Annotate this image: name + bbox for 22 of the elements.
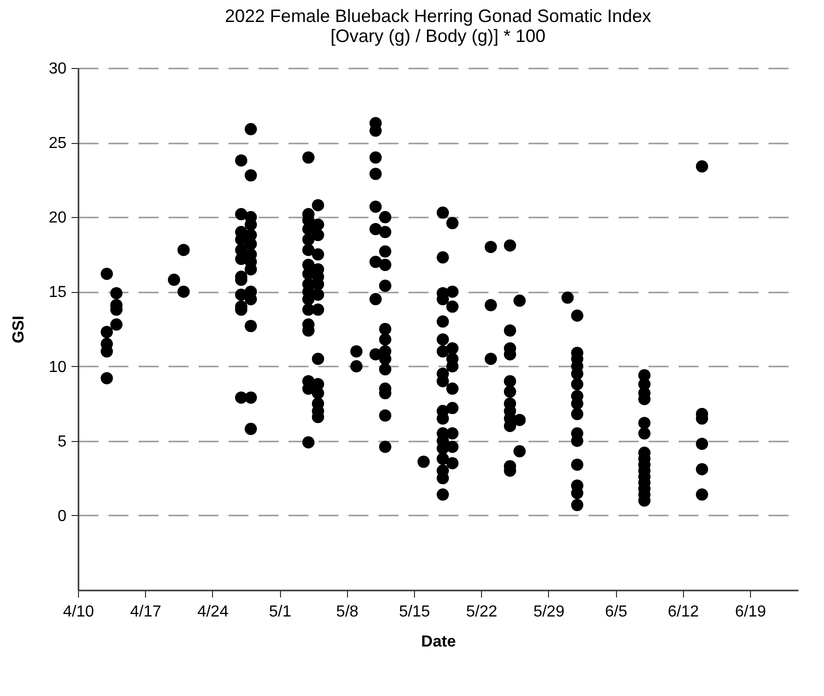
y-tick-label: 25 xyxy=(48,135,67,152)
x-axis-title: Date xyxy=(421,634,456,650)
y-axis-title: GSI xyxy=(10,316,28,344)
x-tick-label: 4/17 xyxy=(130,604,162,620)
x-tick-label: 6/19 xyxy=(734,604,766,620)
x-tick-label: 6/5 xyxy=(604,604,628,620)
x-tick-label: 5/22 xyxy=(466,604,498,620)
y-tick-label: 20 xyxy=(48,210,67,227)
y-tick-label: 15 xyxy=(48,284,67,302)
chart-title: 2022 Female Blueback Herring Gonad Somatic Index xyxy=(224,6,652,26)
y-tick-label: 0 xyxy=(58,508,67,525)
x-tick-label: 5/15 xyxy=(398,604,430,620)
y-tick-label: 10 xyxy=(48,358,67,376)
x-tick-label: 5/1 xyxy=(268,604,292,620)
y-tick-label: 5 xyxy=(58,433,67,450)
chart-subtitle: [Ovary (g) / Body (g)] * 100 xyxy=(330,26,546,46)
x-tick-label: 5/29 xyxy=(533,604,565,620)
x-tick-label: 6/12 xyxy=(668,604,699,620)
x-tick-label: 4/10 xyxy=(62,604,94,620)
x-tick-label: 4/24 xyxy=(197,604,229,620)
y-tick-label: 30 xyxy=(48,60,67,78)
x-tick-label: 5/8 xyxy=(336,604,359,620)
